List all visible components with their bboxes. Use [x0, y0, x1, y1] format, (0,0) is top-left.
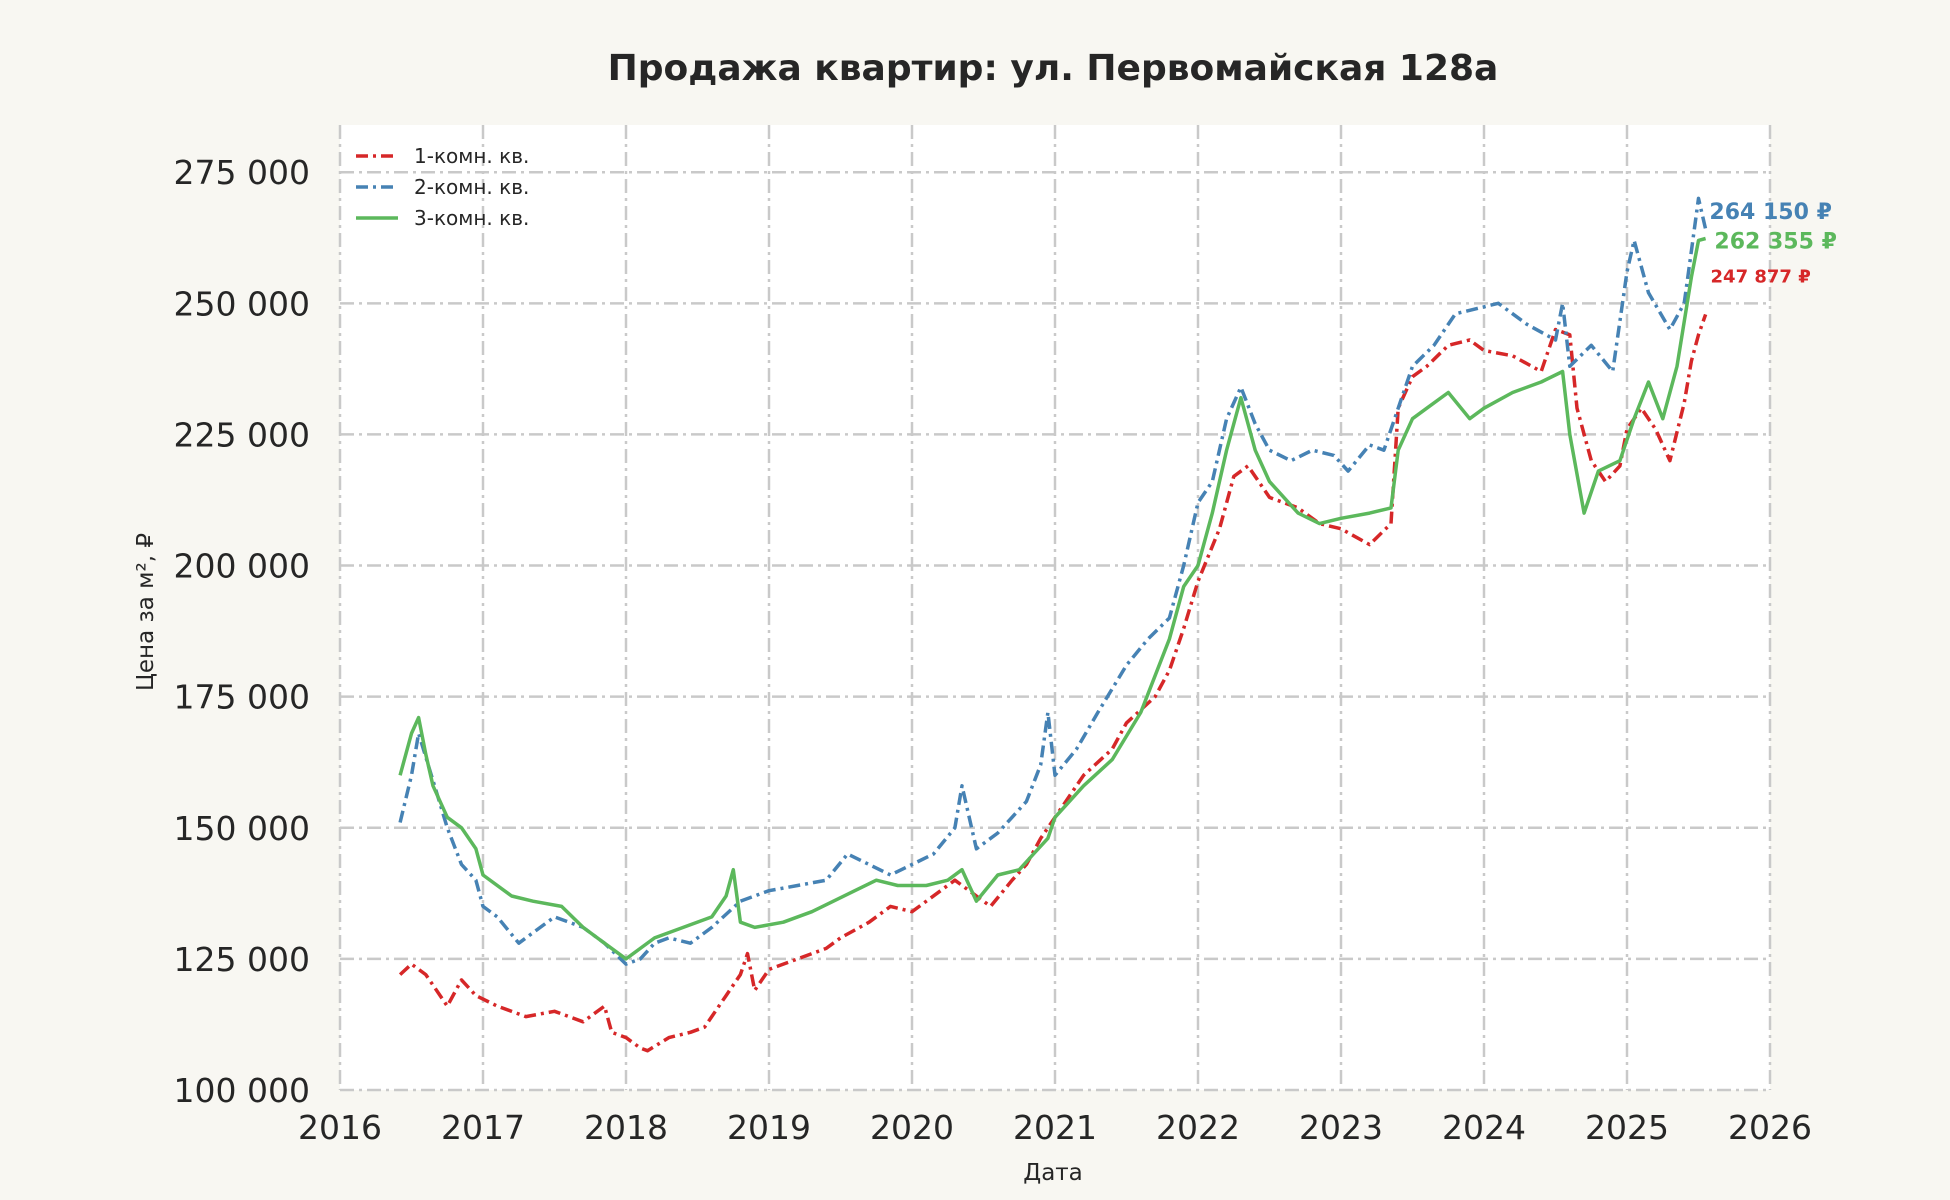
x-tick-label: 2019: [727, 1108, 811, 1147]
y-axis: 100 000 125 000 150 000 175 000 200 000 225 0…: [174, 153, 310, 1110]
y-tick-label: 225 000: [174, 415, 310, 454]
y-tick-label: 200 000: [174, 547, 310, 586]
series-line-2: [398, 196, 1708, 966]
legend-entry: 2-комн. кв.: [414, 175, 529, 199]
end-value-label: 264 150 ₽: [1709, 200, 1831, 225]
legend-entry: 3-комн. кв.: [414, 206, 529, 230]
y-axis-label: Цена за м², ₽: [133, 533, 159, 691]
legend: 1-комн. кв. 2-комн. кв. 3-комн. кв.: [356, 144, 529, 230]
x-tick-label: 2016: [298, 1108, 382, 1147]
series-line-3: [398, 236, 1707, 961]
x-tick-label: 2017: [441, 1108, 525, 1147]
x-axis: 2016 2017 2018 2019 2020 2021 2022 2023 2024 2025…: [298, 1108, 1812, 1147]
x-tick-label: 2024: [1442, 1108, 1526, 1147]
grid: [338, 125, 1772, 1092]
end-labels: 247 877 ₽ 264 150 ₽ 262 355 ₽: [1709, 200, 1836, 287]
x-tick-label: 2018: [584, 1108, 668, 1147]
chart-title: Продажа квартир: ул. Первомайская 128а: [608, 48, 1499, 89]
series-layer: [398, 196, 1708, 1053]
y-tick-label: 125 000: [174, 940, 310, 979]
end-value-label: 262 355 ₽: [1714, 230, 1836, 255]
x-tick-label: 2023: [1299, 1108, 1383, 1147]
y-tick-label: 175 000: [174, 678, 310, 717]
y-tick-label: 250 000: [174, 284, 310, 323]
end-value-label: 247 877 ₽: [1711, 266, 1811, 287]
legend-entry: 1-комн. кв.: [414, 144, 529, 168]
x-tick-label: 2020: [870, 1108, 954, 1147]
x-tick-label: 2025: [1585, 1108, 1669, 1147]
y-tick-label: 100 000: [174, 1071, 310, 1110]
x-axis-label: Дата: [1023, 1160, 1083, 1186]
x-tick-label: 2026: [1728, 1108, 1812, 1147]
y-tick-label: 150 000: [174, 809, 310, 848]
x-tick-label: 2022: [1156, 1108, 1240, 1147]
x-tick-label: 2021: [1013, 1108, 1097, 1147]
y-tick-label: 275 000: [174, 153, 310, 192]
